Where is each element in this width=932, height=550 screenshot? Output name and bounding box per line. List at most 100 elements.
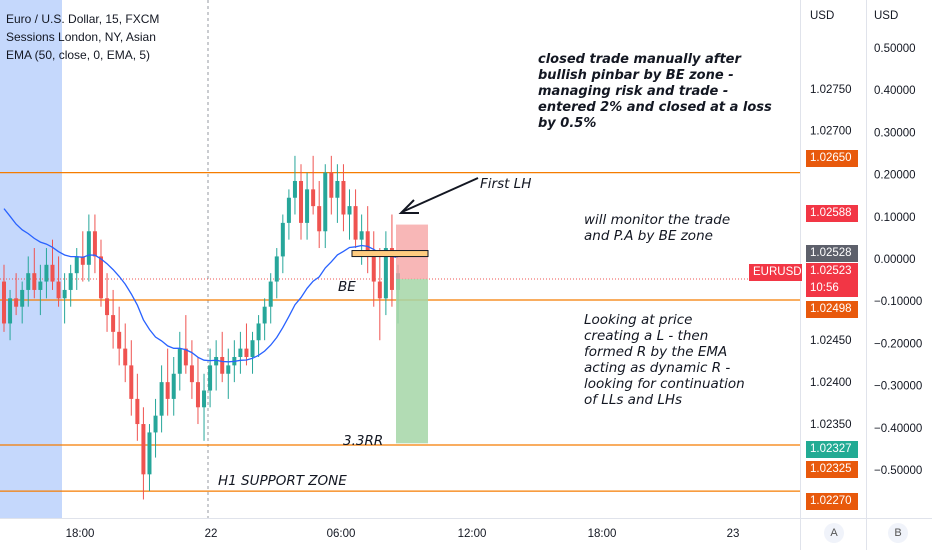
closed-note-line: closed trade manually after	[538, 52, 741, 67]
candle-body	[20, 289, 25, 307]
candle-body	[220, 356, 225, 374]
candle-body	[189, 365, 194, 383]
price-tick-label: 1.02400	[810, 377, 852, 389]
be-zone-box[interactable]	[351, 250, 429, 258]
closed-note-line: bullish pinbar by BE zone -	[538, 68, 734, 83]
percent-tick-label: 0.30000	[874, 127, 916, 139]
price-tick-label: 1.02350	[810, 419, 852, 431]
candle-body	[238, 348, 243, 357]
candle-body	[14, 298, 19, 307]
candle-body	[250, 340, 255, 357]
price-note-line: looking for continuation	[584, 376, 745, 392]
candle-body	[377, 281, 382, 299]
percent-tick-label: 0.50000	[874, 43, 916, 55]
candle-body	[214, 356, 219, 366]
log-scale-button[interactable]: B	[888, 523, 908, 543]
candle-body	[8, 298, 13, 324]
monitor-note: will monitor the trade and P.A by BE zon…	[584, 212, 730, 244]
support-zone-label: H1 SUPPORT ZONE	[218, 473, 347, 489]
chart-legend: Euro / U.S. Dollar, 15, FXCM Sessions Lo…	[6, 10, 159, 64]
legend-symbol[interactable]: Euro / U.S. Dollar, 15, FXCM	[6, 12, 160, 26]
candle-body	[129, 365, 134, 399]
price-tag-1-02270: 1.02270	[806, 493, 858, 510]
price-tick-label: 1.02700	[810, 126, 852, 138]
candle-body	[92, 231, 97, 257]
candle-body	[74, 256, 79, 274]
candle-body	[202, 390, 207, 408]
percent-tick-label: 0.10000	[874, 212, 916, 224]
price-tag-1-02325: 1.02325	[806, 461, 858, 478]
candle-body	[317, 206, 322, 232]
price-tag-1-02498: 1.02498	[806, 301, 858, 318]
candle-body	[195, 382, 200, 408]
candle-body	[353, 206, 358, 240]
monitor-note-line: will monitor the trade	[584, 212, 731, 228]
monitor-note-line: and P.A by BE zone	[584, 228, 713, 244]
percent-tick-label: −0.40000	[874, 423, 922, 435]
candle-body	[323, 172, 328, 232]
price-tag-1-02327: 1.02327	[806, 441, 858, 458]
legend-sessions[interactable]: Sessions London, NY, Asian	[6, 30, 156, 44]
ema-line[interactable]	[3, 208, 399, 363]
auto-scale-button[interactable]: A	[824, 523, 844, 543]
rr-label: 3.3RR	[343, 433, 384, 449]
percent-axis-currency: USD	[874, 10, 899, 22]
time-tick-label: 22	[205, 528, 218, 540]
candle-body	[111, 315, 116, 332]
price-tag-1-02588: 1.02588	[806, 205, 858, 222]
closed-trade-note: closed trade manually after bullish pinb…	[538, 52, 772, 132]
candle-body	[32, 273, 37, 290]
symbol-tag: EURUSD	[749, 264, 802, 281]
first-lh-arrowhead	[398, 199, 419, 214]
candle-body	[305, 189, 310, 223]
candle-body	[165, 382, 170, 399]
candle-body	[335, 180, 340, 198]
candle-body	[26, 273, 31, 290]
candle-body	[299, 180, 304, 223]
price-note-line: Looking at price	[584, 312, 693, 328]
time-tick-label: 06:00	[327, 528, 356, 540]
percent-tick-label: −0.30000	[874, 381, 922, 393]
candle-body	[159, 382, 164, 416]
candle-body	[2, 281, 6, 324]
candle-body	[329, 172, 334, 198]
time-tick-label: 12:00	[458, 528, 487, 540]
candle-body	[262, 306, 267, 324]
candle-body	[147, 432, 152, 475]
candle-body	[141, 424, 146, 475]
candle-body	[171, 373, 176, 399]
time-tick-label: 18:00	[588, 528, 617, 540]
candle-body	[56, 281, 61, 299]
take-profit-zone[interactable]	[396, 279, 428, 444]
candle-body	[389, 248, 394, 290]
candle-body	[86, 231, 91, 265]
candle-body	[68, 273, 73, 290]
price-note-line: of LLs and LHs	[584, 392, 683, 408]
candle-body	[50, 264, 55, 282]
candle-body	[62, 289, 67, 299]
price-note-line: creating a L - then	[584, 328, 709, 344]
closed-note-line: by 0.5%	[538, 116, 597, 131]
candle-body	[105, 298, 110, 316]
price-tag-1-02528: 1.02528	[806, 245, 858, 262]
percent-tick-label: −0.50000	[874, 465, 922, 477]
percent-tick-label: 0.00000	[874, 254, 916, 266]
legend-ema[interactable]: EMA (50, close, 0, EMA, 5)	[6, 48, 151, 62]
candle-body	[208, 365, 213, 391]
candle-body	[38, 281, 43, 290]
candle-body	[98, 256, 103, 299]
first-lh-arrow[interactable]	[401, 177, 479, 213]
candle-body	[117, 331, 122, 349]
candle-body	[311, 189, 316, 207]
time-tick-label: 18:00	[66, 528, 95, 540]
candle-body	[226, 365, 231, 374]
candle-body	[153, 415, 158, 433]
candle-body	[292, 180, 297, 198]
price-note-line: acting as dynamic R -	[584, 360, 731, 376]
candle-body	[135, 398, 140, 425]
countdown-tag: 10:56	[806, 280, 858, 297]
percent-tick-label: 0.40000	[874, 85, 916, 97]
candle-body	[365, 231, 370, 257]
